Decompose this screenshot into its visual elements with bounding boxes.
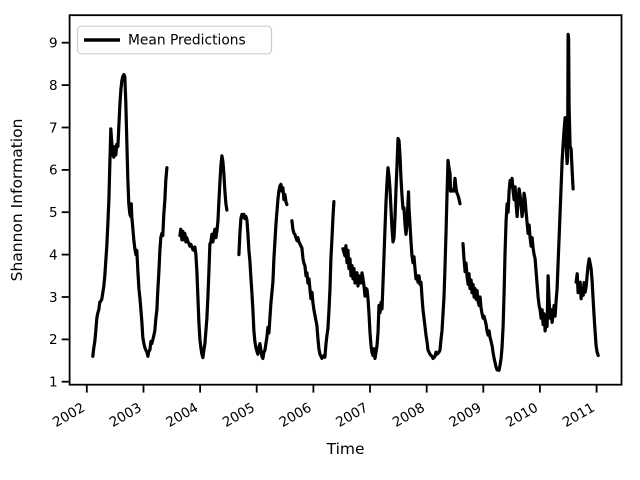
mean-predictions-line [178,154,229,360]
legend-label: Mean Predictions [128,33,246,49]
y-tick-label: 7 [49,120,58,136]
x-tick-label: 2003 [107,400,145,431]
mean-predictions-line [91,72,169,358]
x-tick-label: 2011 [560,400,598,431]
x-tick-label: 2007 [333,400,371,431]
mean-predictions-line [341,136,462,360]
legend: Mean Predictions [76,25,273,55]
x-tick-label: 2005 [220,400,258,431]
y-axis-ticks: 1 2 3 4 5 6 7 8 9 [49,36,69,391]
x-tick-label: 2009 [447,400,485,431]
y-tick-label: 4 [49,247,58,263]
x-axis-ticks: 2002 2003 2004 2005 2006 2007 2008 2009 2010 2011 [50,385,598,431]
y-tick-label: 2 [49,332,58,348]
y-axis-label: Shannon Information [8,119,26,282]
series-lines [91,32,600,372]
axes-spines [68,14,623,386]
x-tick-label: 2006 [277,400,315,431]
mean-predictions-line [237,182,289,360]
mean-predictions-line [574,257,600,358]
y-tick-label: 5 [49,205,58,221]
plot-area [69,15,622,385]
x-tick-label: 2004 [163,400,201,431]
y-tick-label: 3 [49,290,58,306]
y-tick-label: 6 [49,163,58,179]
y-tick-label: 8 [49,78,58,94]
x-tick-label: 2008 [390,400,428,431]
x-tick-label: 2010 [503,400,541,431]
mean-predictions-line [461,32,575,372]
legend-box [76,25,273,55]
y-tick-label: 1 [49,375,58,391]
y-tick-label: 9 [49,36,58,52]
x-axis-label: Time [326,440,365,458]
mean-predictions-line [290,200,336,360]
x-tick-label: 2002 [50,400,88,431]
